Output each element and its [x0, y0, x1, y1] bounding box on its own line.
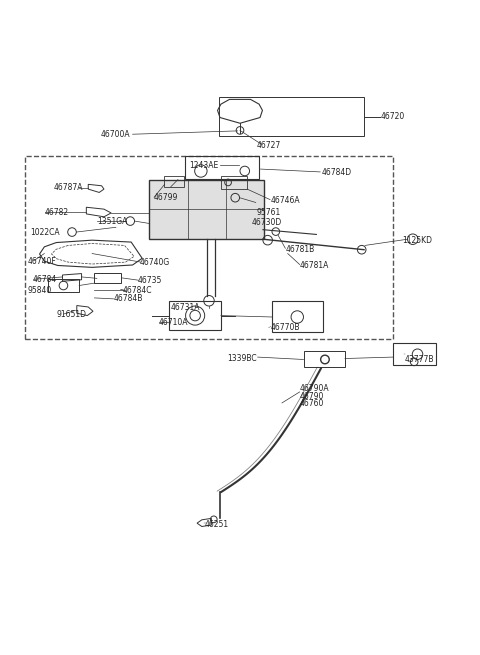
Text: 46790: 46790 — [300, 392, 324, 401]
Text: 95840: 95840 — [28, 286, 52, 295]
Bar — [169, 301, 221, 330]
Text: 1351GA: 1351GA — [97, 217, 127, 225]
Text: 46782: 46782 — [44, 208, 69, 217]
Bar — [149, 179, 264, 239]
Text: 46781B: 46781B — [285, 245, 314, 253]
Text: 46740F: 46740F — [28, 257, 56, 266]
Text: 46784D: 46784D — [321, 168, 351, 178]
Text: 46720: 46720 — [381, 112, 405, 121]
Bar — [304, 351, 345, 367]
Bar — [221, 176, 247, 189]
Text: 1243AE: 1243AE — [189, 160, 218, 170]
Text: 46781A: 46781A — [300, 261, 329, 270]
Bar — [185, 156, 259, 179]
Bar — [25, 156, 393, 339]
Bar — [273, 301, 323, 332]
Text: 91651D: 91651D — [56, 310, 86, 318]
Text: 46799: 46799 — [154, 193, 179, 202]
Text: 43777B: 43777B — [405, 356, 434, 364]
Text: 46727: 46727 — [257, 141, 281, 150]
Text: 1125KD: 1125KD — [402, 236, 432, 245]
Text: 46700A: 46700A — [101, 130, 130, 139]
Bar — [48, 279, 79, 291]
Bar — [95, 272, 120, 283]
Text: 46787A: 46787A — [54, 183, 84, 192]
Text: 1022CA: 1022CA — [30, 227, 60, 236]
Bar — [393, 343, 436, 365]
Text: 46731A: 46731A — [171, 303, 200, 312]
Text: 46760: 46760 — [300, 400, 324, 408]
Text: 46710A: 46710A — [159, 318, 188, 328]
Text: 46735: 46735 — [137, 276, 162, 285]
Bar — [164, 176, 184, 187]
Text: 1339BC: 1339BC — [227, 354, 257, 362]
Text: 46790A: 46790A — [300, 384, 329, 393]
Text: 46784B: 46784B — [114, 294, 143, 303]
Text: 46784: 46784 — [33, 275, 57, 284]
Text: 46730D: 46730D — [252, 218, 282, 227]
Bar — [218, 98, 364, 136]
Text: 46251: 46251 — [204, 519, 228, 529]
Text: 46784C: 46784C — [123, 286, 153, 295]
Text: 46770B: 46770B — [271, 324, 300, 333]
Text: 46746A: 46746A — [271, 196, 300, 205]
Text: 95761: 95761 — [257, 208, 281, 217]
Text: 46740G: 46740G — [140, 257, 170, 267]
